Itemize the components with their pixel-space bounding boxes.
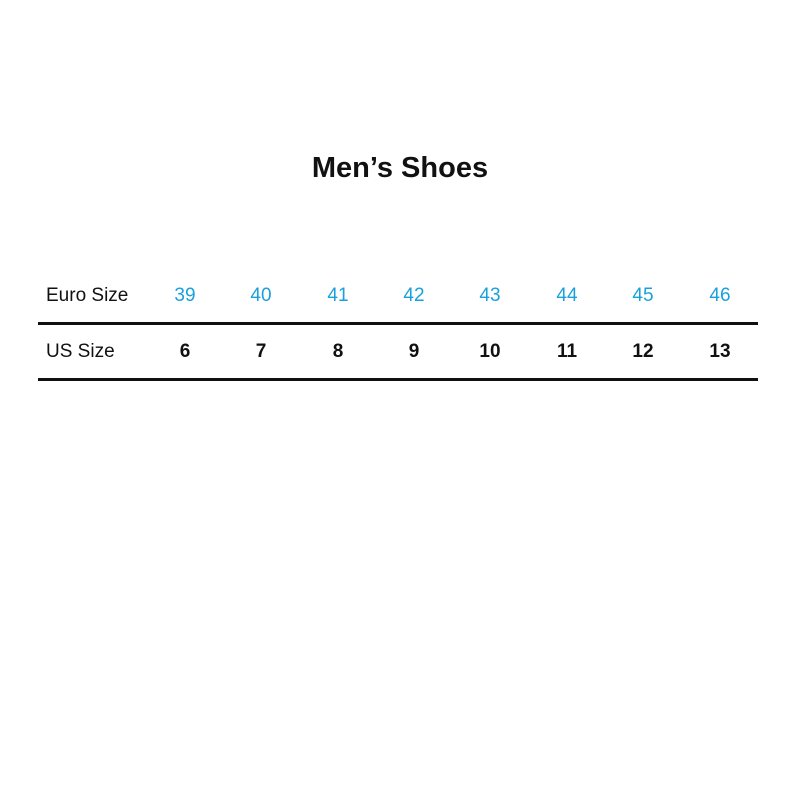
divider — [38, 378, 758, 381]
size-cell: 41 — [327, 285, 349, 306]
size-cell: 11 — [556, 341, 578, 362]
divider — [38, 322, 758, 325]
size-cell: 40 — [250, 285, 272, 306]
size-cell: 44 — [556, 285, 578, 306]
size-cell: 43 — [479, 285, 501, 306]
size-cell: 8 — [332, 341, 344, 362]
size-cell: 6 — [179, 341, 191, 362]
size-cell: 45 — [632, 285, 654, 306]
size-cell: 7 — [255, 341, 267, 362]
size-cell: 9 — [408, 341, 420, 362]
size-cell: 12 — [632, 341, 654, 362]
size-cell: 46 — [709, 285, 731, 306]
euro-size-row: Euro Size 39 40 41 42 43 44 45 46 — [0, 276, 800, 316]
size-cell: 13 — [709, 341, 731, 362]
us-size-row: US Size 6 7 8 9 10 11 12 13 — [0, 332, 800, 372]
row-label: US Size — [46, 341, 115, 362]
row-label: Euro Size — [46, 285, 129, 306]
size-cell: 39 — [174, 285, 196, 306]
page-title: Men’s Shoes — [311, 152, 489, 184]
size-cell: 42 — [403, 285, 425, 306]
size-cell: 10 — [479, 341, 501, 362]
